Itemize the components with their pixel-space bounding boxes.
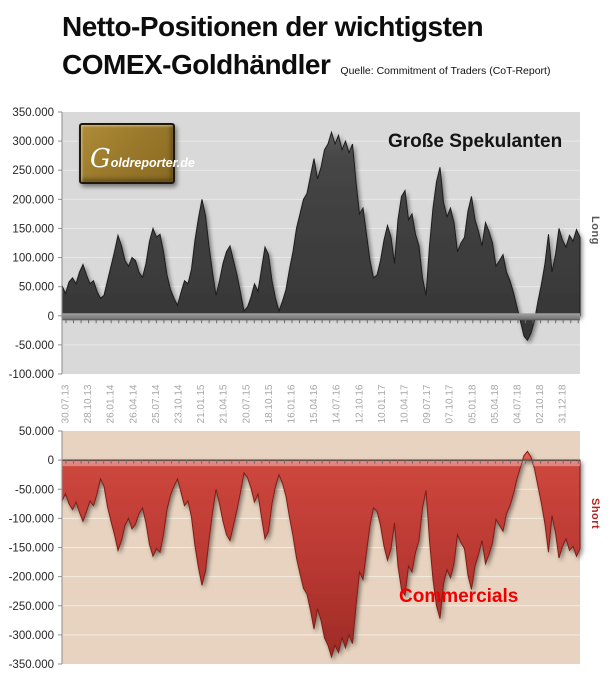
goldreporter-logo-text: Goldreporter.de	[90, 144, 195, 174]
long-axis-label: Long	[589, 216, 601, 245]
y-tick-label: -100.000	[9, 513, 54, 525]
area-highlight	[62, 461, 580, 467]
y-tick-label: 0	[48, 455, 54, 467]
x-tick-label: 14.07.16	[332, 384, 343, 423]
x-tick-label: 04.07.18	[513, 384, 524, 423]
speculators-area-series	[61, 130, 581, 342]
y-tick-label: -300.000	[9, 630, 54, 642]
goldreporter-logo: Goldreporter.de	[79, 123, 195, 184]
y-tick-label: 100.000	[12, 253, 54, 265]
y-tick-label: -250.000	[9, 601, 54, 613]
y-tick-label: -50.000	[15, 484, 54, 496]
page-title-line1: Netto-Positionen der wichtigsten	[62, 11, 484, 42]
y-tick-label: 0	[48, 311, 54, 323]
x-tick-label: 10.04.17	[400, 384, 411, 423]
speculators-series-label: Große Spekulanten	[388, 131, 563, 152]
x-tick-label: 05.01.18	[467, 384, 478, 423]
y-tick-label: 50.000	[19, 282, 54, 294]
page-title-line2: COMEX-Goldhändler	[62, 48, 331, 80]
y-tick-label: -350.000	[9, 659, 54, 671]
x-tick-label: 30.07.13	[61, 384, 72, 423]
commercials-chart: 50.000 0 -50.000 -100.000 -150.000 -200.000 -2…	[9, 426, 581, 671]
commercials-series-label: Commercials	[399, 586, 519, 607]
y-tick-label: -150.000	[9, 543, 54, 555]
x-tick-label: 15.04.16	[309, 384, 320, 423]
x-tick-label: 21.04.15	[219, 384, 230, 423]
y-tick-label: -50.000	[15, 340, 54, 352]
y-tick-label: 300.000	[12, 136, 54, 148]
x-axis-labels: 30.07.13 28.10.13 26.01.14 26.04.14 25.07.14…	[61, 384, 569, 423]
x-tick-label: 07.10.17	[445, 384, 456, 423]
y-tick-label: -100.000	[9, 369, 54, 381]
y-tick-label: 200.000	[12, 194, 54, 206]
y-tick-label: 250.000	[12, 165, 54, 177]
commercials-area-series	[61, 450, 581, 659]
x-tick-label: 25.07.14	[151, 384, 162, 423]
x-tick-label: 09.07.17	[422, 384, 433, 423]
y-tick-label: 350.000	[12, 107, 54, 119]
chart-layer: 350.000 300.000 250.000 200.000 150.000 100.0…	[9, 107, 581, 671]
short-axis-label: Short	[589, 498, 601, 530]
x-tick-label: 20.07.15	[241, 384, 252, 423]
y-tick-label: -200.000	[9, 572, 54, 584]
x-tick-label: 26.04.14	[128, 384, 139, 423]
title-block: Netto-Positionen der wichtigsten COMEX-G…	[62, 8, 602, 84]
x-tick-label: 18.10.15	[264, 384, 275, 423]
x-tick-label: 12.10.16	[354, 384, 365, 423]
source-note: Quelle: Commitment of Traders (CoT-Repor…	[340, 64, 551, 77]
y-tick-label: 150.000	[12, 223, 54, 235]
x-tick-label: 28.10.13	[83, 384, 94, 423]
x-tick-label: 31.12.18	[558, 384, 569, 423]
y-tick-label: 50.000	[19, 426, 54, 438]
x-tick-label: 05.04.18	[490, 384, 501, 423]
x-tick-label: 02.10.18	[535, 384, 546, 423]
zero-axis-band	[62, 313, 580, 320]
x-tick-label: 21.01.15	[196, 384, 207, 423]
x-tick-label: 23.10.14	[174, 384, 185, 423]
x-tick-label: 10.01.17	[377, 384, 388, 423]
x-tick-label: 16.01.16	[287, 384, 298, 423]
x-tick-label: 26.01.14	[106, 384, 117, 423]
